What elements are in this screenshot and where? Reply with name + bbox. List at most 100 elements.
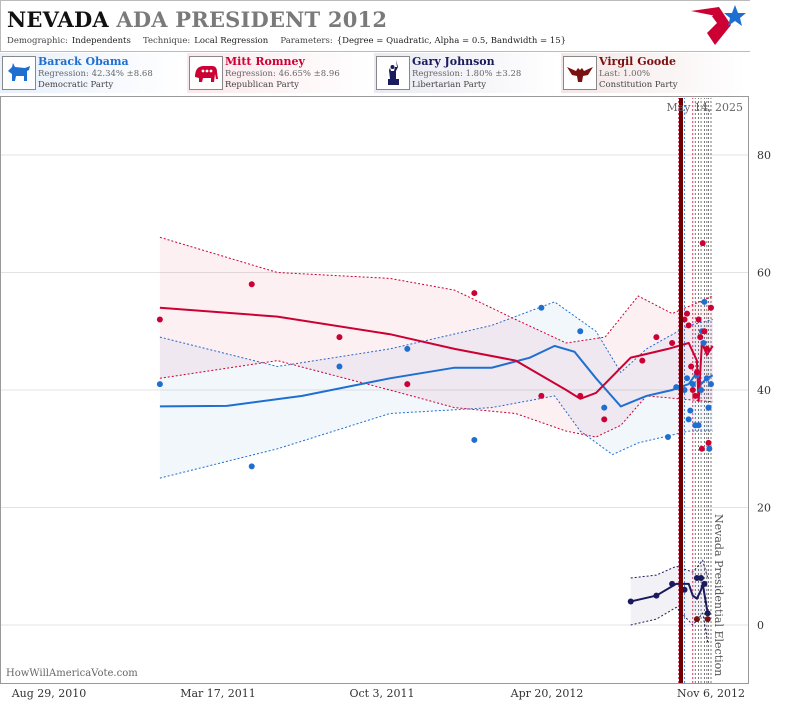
data-point-romney	[577, 392, 584, 399]
title-state: NEVADA	[7, 7, 109, 32]
candidate-legend: Barack Obama Regression: 42.34% ±8.68 De…	[0, 53, 749, 93]
candidate-stat: Regression: 1.80% ±3.28	[412, 69, 522, 79]
data-point-obama	[708, 381, 714, 388]
election-annotation: Nevada Presidential Election	[712, 514, 725, 676]
data-point-obama	[700, 340, 707, 346]
band-upper-line	[630, 559, 709, 579]
candidate-name: Virgil Goode	[599, 55, 676, 68]
y-tick-label: 60	[757, 267, 771, 280]
demographic-label: Demographic:	[7, 36, 68, 46]
band-lower-line	[159, 360, 713, 438]
donkey-icon	[2, 56, 36, 90]
x-tick-label: Nov 6, 2012	[677, 687, 745, 700]
candidate-party: Republican Party	[225, 80, 299, 90]
candidate-party: Constitution Party	[599, 80, 678, 90]
data-point-obama	[538, 304, 545, 311]
candidate-johnson[interactable]: Gary Johnson Regression: 1.80% ±3.28 Lib…	[374, 53, 558, 93]
candidate-stat: Regression: 46.65% ±8.96	[225, 69, 340, 79]
data-point-romney	[684, 310, 691, 317]
data-point-johnson	[669, 580, 676, 587]
data-point-goode	[704, 616, 711, 623]
data-point-romney	[689, 387, 696, 393]
confidence-band	[159, 237, 713, 437]
data-point-obama	[248, 463, 255, 470]
candidate-goode[interactable]: Virgil Goode Last: 1.00% Constitution Pa…	[561, 53, 745, 93]
data-point-romney	[697, 334, 704, 341]
band-lower-line	[159, 395, 713, 479]
data-point-obama	[336, 363, 343, 370]
data-point-romney	[705, 439, 712, 446]
candidate-romney[interactable]: Mitt Romney Regression: 46.65% ±8.96 Rep…	[187, 53, 371, 93]
trend-line	[159, 306, 714, 402]
data-point-romney	[681, 316, 688, 323]
data-point-obama	[689, 381, 696, 388]
candidate-obama[interactable]: Barack Obama Regression: 42.34% ±8.68 De…	[0, 53, 184, 93]
data-point-obama	[577, 328, 584, 335]
data-point-obama	[687, 407, 694, 414]
candidate-party: Libertarian Party	[412, 80, 487, 90]
y-tick-label: 20	[757, 502, 771, 515]
data-point-johnson	[698, 575, 705, 581]
band-upper-line	[159, 301, 713, 374]
date-annotation: May 14, 2025	[666, 101, 743, 114]
confidence-band	[630, 560, 708, 643]
data-point-obama	[698, 387, 705, 393]
band-upper-line	[159, 236, 713, 344]
data-point-obama	[703, 375, 710, 382]
data-point-johnson	[681, 586, 688, 593]
data-point-romney	[653, 334, 660, 341]
data-point-romney	[601, 416, 608, 423]
technique-value: Local Regression	[194, 36, 269, 46]
chart-header: NEVADA ADA PRESIDENT 2012 Demographic: In…	[0, 0, 750, 52]
eagle-icon	[563, 56, 597, 90]
data-point-obama	[705, 404, 712, 411]
data-point-romney	[404, 381, 411, 388]
data-point-goode	[693, 616, 700, 623]
data-point-johnson	[704, 610, 711, 617]
data-point-romney	[701, 328, 708, 335]
data-point-romney	[695, 316, 702, 323]
technique-label: Technique:	[142, 36, 191, 46]
x-tick-label: Apr 20, 2012	[510, 687, 584, 700]
statue-of-liberty-icon	[376, 56, 410, 90]
y-tick-label: 40	[757, 384, 771, 397]
x-tick-label: Oct 3, 2011	[349, 687, 414, 700]
data-point-romney	[156, 316, 163, 323]
data-point-obama	[156, 381, 163, 388]
candidate-name: Mitt Romney	[225, 55, 305, 68]
parameters-value: {Degree = Quadratic, Alpha = 0.5, Bandwi…	[336, 36, 567, 46]
site-logo-icon[interactable]	[685, 3, 747, 49]
y-tick-label: 0	[757, 619, 764, 632]
x-tick-label: Mar 17, 2011	[180, 687, 256, 700]
candidate-stat: Regression: 42.34% ±8.68	[38, 69, 153, 79]
band-lower-line	[630, 606, 709, 643]
data-point-obama	[684, 375, 691, 382]
data-point-obama	[685, 416, 692, 423]
data-point-romney	[688, 363, 695, 370]
data-point-romney	[639, 357, 646, 364]
plot-area	[156, 98, 714, 683]
demographic-value: Independents	[71, 36, 131, 46]
data-point-romney	[538, 392, 545, 399]
data-point-romney	[669, 340, 676, 346]
elephant-icon	[189, 56, 223, 90]
x-tick-label: Aug 29, 2010	[11, 687, 87, 700]
data-point-romney	[693, 369, 700, 376]
data-point-obama	[706, 445, 713, 452]
confidence-band	[159, 301, 713, 479]
chart-parameters: Demographic: Independents Technique: Local…	[7, 36, 570, 46]
data-point-obama	[695, 422, 702, 429]
data-point-obama	[471, 436, 478, 443]
source-credit[interactable]: HowWillAmericaVote.com	[6, 668, 138, 679]
data-point-romney	[692, 392, 699, 399]
parameters-label: Parameters:	[280, 36, 333, 46]
data-point-romney	[248, 281, 255, 288]
candidate-party: Democratic Party	[38, 80, 114, 90]
data-point-johnson	[653, 592, 660, 599]
data-point-obama	[664, 434, 671, 440]
data-point-romney	[685, 322, 692, 329]
candidate-stat: Last: 1.00%	[599, 69, 651, 79]
data-point-romney	[703, 345, 710, 352]
title-race: ADA PRESIDENT 2012	[116, 7, 388, 32]
